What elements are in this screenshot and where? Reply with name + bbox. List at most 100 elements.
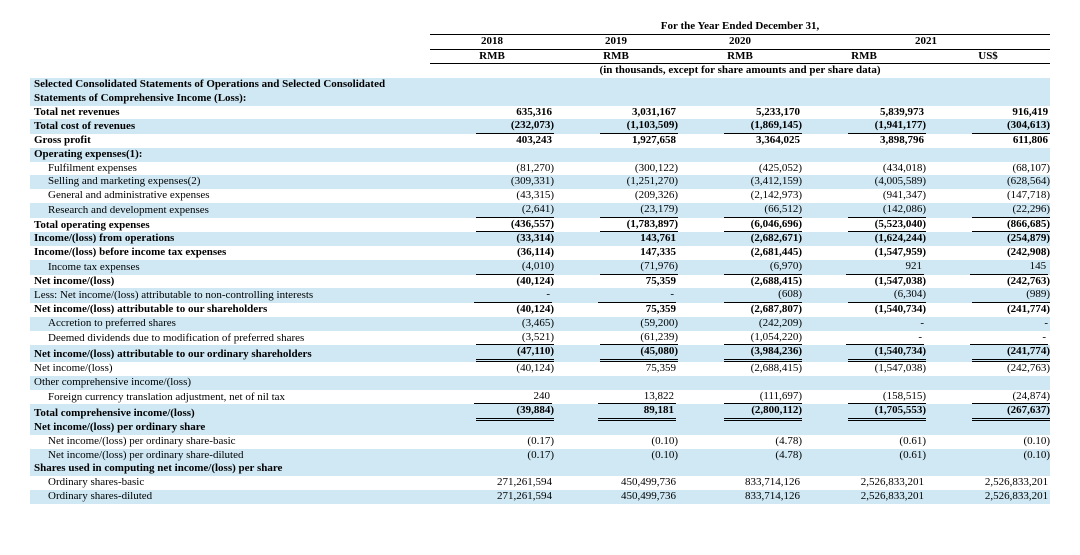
row-value (430, 462, 554, 476)
table-row: Shares used in computing net income/(los… (30, 462, 1050, 476)
row-value: (0.10) (554, 449, 678, 463)
row-value: - (926, 331, 1050, 346)
row-value: 635,316 (430, 106, 554, 120)
row-value: (6,970) (678, 260, 802, 275)
row-value: (436,557) (430, 218, 554, 233)
row-value: (6,046,696) (678, 218, 802, 233)
row-label: Fulfilment expenses (30, 162, 430, 176)
row-label: Income tax expenses (30, 260, 430, 275)
row-value: (66,512) (678, 203, 802, 218)
row-label: Foreign currency translation adjustment,… (30, 390, 430, 405)
table-row: Operating expenses(1): (30, 148, 1050, 162)
row-value: (4,005,589) (802, 175, 926, 189)
financial-statements-table: For the Year Ended December 31, 2018 201… (30, 20, 1050, 504)
table-row: Total net revenues635,3163,031,1675,233,… (30, 106, 1050, 120)
row-label: Net income/(loss) (30, 362, 430, 376)
row-value (926, 462, 1050, 476)
row-label: Net income/(loss) attributable to our or… (30, 345, 430, 362)
row-label: Shares used in computing net income/(los… (30, 462, 430, 476)
table-row: Deemed dividends due to modification of … (30, 331, 1050, 346)
row-label: Less: Net income/(loss) attributable to … (30, 288, 430, 303)
row-value: (0.10) (926, 435, 1050, 449)
table-row: Net income/(loss)(40,124)75,359(2,688,41… (30, 362, 1050, 376)
table-row: Foreign currency translation adjustment,… (30, 390, 1050, 405)
row-value: - (926, 317, 1050, 331)
row-value: (989) (926, 288, 1050, 303)
row-value: (3,412,159) (678, 175, 802, 189)
row-label: Net income/(loss) per ordinary share-dil… (30, 449, 430, 463)
row-value: 75,359 (554, 303, 678, 317)
row-value: (309,331) (430, 175, 554, 189)
row-value: (242,763) (926, 362, 1050, 376)
row-label: Net income/(loss) (30, 275, 430, 289)
table-row: Income/(loss) before income tax expenses… (30, 246, 1050, 260)
section-title-b: Statements of Comprehensive Income (Loss… (30, 92, 430, 106)
row-value: (5,523,040) (802, 218, 926, 233)
row-value: (40,124) (430, 275, 554, 289)
row-value: (4.78) (678, 449, 802, 463)
row-value: (242,908) (926, 246, 1050, 260)
row-value: 75,359 (554, 275, 678, 289)
row-label: Operating expenses(1): (30, 148, 430, 162)
row-value (678, 148, 802, 162)
row-value: 271,261,594 (430, 476, 554, 490)
row-label: Ordinary shares-diluted (30, 490, 430, 504)
row-value: (2,682,671) (678, 232, 802, 246)
row-label: Total net revenues (30, 106, 430, 120)
row-value: (47,110) (430, 345, 554, 362)
row-value: (1,540,734) (802, 345, 926, 362)
row-value (802, 421, 926, 435)
row-value: (68,107) (926, 162, 1050, 176)
table-row: Selling and marketing expenses(2)(309,33… (30, 175, 1050, 189)
row-label: Research and development expenses (30, 203, 430, 218)
row-value: (0.10) (926, 449, 1050, 463)
table-row: Net income/(loss) per ordinary share-bas… (30, 435, 1050, 449)
row-label: Net income/(loss) per ordinary share-bas… (30, 435, 430, 449)
row-value (926, 376, 1050, 390)
header-year-2021: 2021 (802, 34, 1050, 49)
row-value: (3,984,236) (678, 345, 802, 362)
table-row: Accretion to preferred shares(3,465)(59,… (30, 317, 1050, 331)
row-value: 145 (926, 260, 1050, 275)
row-value: 2,526,833,201 (802, 476, 926, 490)
row-value: (1,869,145) (678, 119, 802, 134)
row-value: 240 (430, 390, 554, 405)
row-value (802, 376, 926, 390)
header-unit-4: US$ (926, 49, 1050, 64)
table-row: Less: Net income/(loss) attributable to … (30, 288, 1050, 303)
table-row: Net income/(loss) attributable to our or… (30, 345, 1050, 362)
row-value: (2,688,415) (678, 275, 802, 289)
row-value: (24,874) (926, 390, 1050, 405)
row-value: (1,540,734) (802, 303, 926, 317)
row-value: 143,761 (554, 232, 678, 246)
row-value: (1,547,038) (802, 275, 926, 289)
table-row: Net income/(loss) attributable to our sh… (30, 303, 1050, 317)
row-label: Accretion to preferred shares (30, 317, 430, 331)
row-value: (242,763) (926, 275, 1050, 289)
row-value: (36,114) (430, 246, 554, 260)
row-value (926, 421, 1050, 435)
section-title-row-b: Statements of Comprehensive Income (Loss… (30, 92, 1050, 106)
row-value: (434,018) (802, 162, 926, 176)
row-value: - (554, 288, 678, 303)
row-value: 147,335 (554, 246, 678, 260)
row-value: 75,359 (554, 362, 678, 376)
row-value: (866,685) (926, 218, 1050, 233)
row-value: (33,314) (430, 232, 554, 246)
row-value: (1,783,897) (554, 218, 678, 233)
row-label: General and administrative expenses (30, 189, 430, 203)
table-row: Net income/(loss)(40,124)75,359(2,688,41… (30, 275, 1050, 289)
row-value: 271,261,594 (430, 490, 554, 504)
row-value (802, 462, 926, 476)
row-value (802, 148, 926, 162)
row-value: (71,976) (554, 260, 678, 275)
header-row-super: For the Year Ended December 31, (30, 20, 1050, 34)
row-value: 450,499,736 (554, 476, 678, 490)
row-value: 3,031,167 (554, 106, 678, 120)
row-label: Income/(loss) from operations (30, 232, 430, 246)
section-title-a: Selected Consolidated Statements of Oper… (30, 78, 430, 92)
row-value: (111,697) (678, 390, 802, 405)
row-label: Income/(loss) before income tax expenses (30, 246, 430, 260)
row-value: (1,054,220) (678, 331, 802, 346)
row-value: (61,239) (554, 331, 678, 346)
